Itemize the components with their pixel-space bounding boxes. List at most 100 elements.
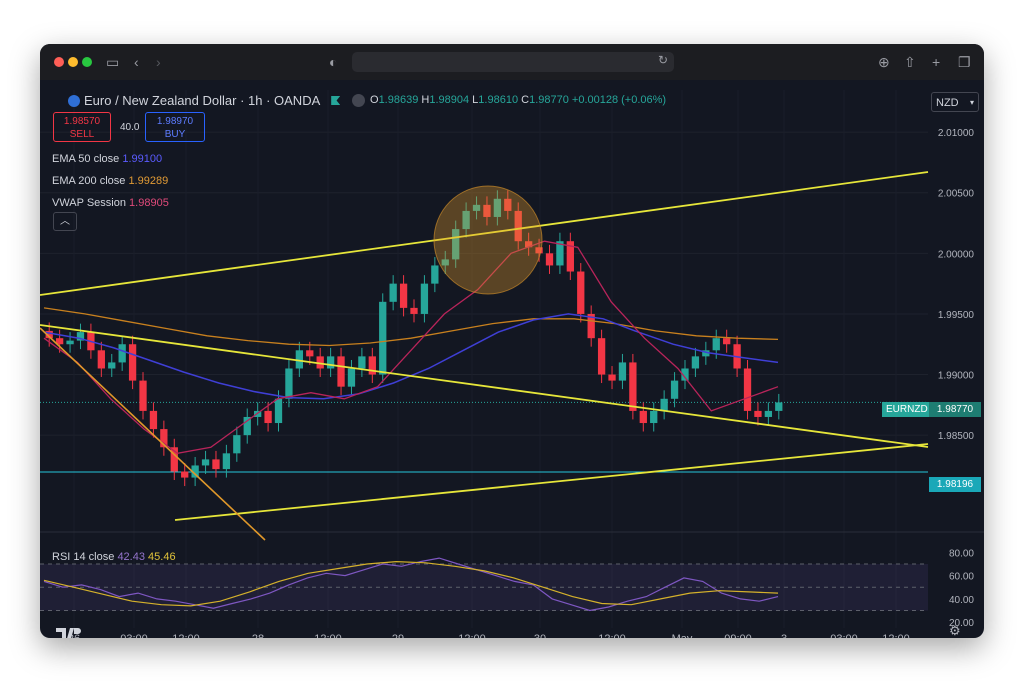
reload-icon[interactable]: ↻: [657, 53, 668, 67]
time-tick-label: 12:00: [314, 633, 342, 638]
candle-body: [399, 283, 408, 308]
chart-canvas[interactable]: 2.01000 2.00500 2.00000 1.99500 1.99000 1.985…: [40, 80, 984, 638]
share-icon[interactable]: ⇧: [904, 54, 916, 70]
minimize-dot[interactable]: [68, 57, 78, 67]
price-tick-label: 1.98500: [938, 431, 975, 442]
candle-body: [566, 241, 574, 272]
buy-button[interactable]: 1.98970 BUY: [145, 112, 205, 142]
rsi-tick-label: 80.00: [949, 548, 974, 559]
price-tick-label: 2.00500: [938, 189, 975, 200]
candle-body: [337, 356, 345, 387]
candle-body: [597, 338, 606, 375]
symbol-title[interactable]: Euro / New Zealand Dollar · 1h · OANDA: [68, 93, 365, 108]
vwap-legend[interactable]: VWAP Session 1.98905: [52, 197, 169, 209]
candle-body: [285, 368, 293, 399]
candle-body: [76, 332, 85, 341]
candle-body: [139, 380, 147, 411]
candle-body: [326, 356, 335, 369]
buy-price: 1.98970: [156, 116, 194, 127]
candle-body: [45, 330, 53, 339]
candle-body: [577, 271, 585, 314]
ema200-line: [43, 307, 779, 347]
hide-legend-icon[interactable]: [351, 94, 365, 107]
candle-body: [629, 362, 637, 411]
privacy-shield-icon[interactable]: ◐: [329, 54, 338, 70]
steep-trendline: [40, 327, 266, 541]
ema50-legend[interactable]: EMA 50 close 1.99100: [52, 153, 163, 165]
last-price-tag: 1.98770: [929, 402, 981, 417]
buy-label: BUY: [164, 129, 186, 140]
candle-body: [691, 356, 700, 369]
tabs-overview-icon[interactable]: ❐: [958, 54, 971, 70]
candle-body: [462, 210, 470, 230]
candle-body: [775, 402, 783, 411]
ohlc-values: O1.98639 H1.98904 L1.98610 C1.98770 +0.0…: [370, 94, 667, 106]
time-tick-label: 26: [68, 633, 80, 638]
candle-body: [170, 447, 178, 472]
rsi-line: [43, 557, 779, 612]
sidebar-icon[interactable]: ▭: [106, 54, 120, 70]
sell-button[interactable]: 1.98570 SELL: [53, 112, 111, 142]
chevron-up-icon: ︿: [60, 216, 70, 227]
time-tick-label: 3: [781, 633, 787, 638]
time-tick-label: 12:00: [172, 633, 200, 638]
forward-icon[interactable]: ›: [156, 54, 161, 70]
candle-body: [274, 398, 283, 424]
market-status-icon: [331, 96, 341, 105]
candle-body: [452, 229, 460, 260]
highlight-circle: [433, 185, 543, 295]
time-tick-label: 09:00: [724, 633, 752, 638]
settings-icon[interactable]: ⚙: [949, 623, 961, 638]
candle-body: [472, 204, 481, 211]
time-tick-label: May: [672, 633, 693, 638]
rsi-tick-label: 20.00: [949, 618, 974, 629]
time-tick-label: 28: [252, 633, 264, 638]
candle-body: [181, 471, 189, 478]
candle-body: [201, 459, 210, 466]
back-icon[interactable]: ‹: [134, 54, 139, 70]
price-tick-label: 2.00000: [938, 249, 975, 260]
symbol-name: Euro / New Zealand Dollar · 1h · OANDA: [84, 93, 320, 108]
download-icon[interactable]: ⊕: [878, 54, 890, 70]
new-tab-icon[interactable]: +: [932, 54, 941, 70]
candle-body: [483, 204, 491, 217]
rsi-legend[interactable]: RSI 14 close 42.43 45.46: [52, 551, 176, 563]
candle-body: [358, 356, 366, 369]
rsi-ma-line: [43, 560, 779, 607]
candle-body: [118, 344, 126, 363]
candle-body: [545, 253, 554, 266]
price-tick-label: 1.99000: [938, 371, 975, 382]
candle-body: [295, 350, 303, 369]
candle-body: [347, 368, 356, 387]
symbol-tag: EURNZD: [882, 402, 932, 417]
chart-area[interactable]: 2.01000 2.00500 2.00000 1.99500 1.99000 1.985…: [40, 80, 984, 638]
candle-body: [702, 350, 710, 357]
time-tick-label: 03:00: [830, 633, 858, 638]
candle-body: [670, 380, 679, 399]
time-tick-label: 30: [534, 633, 546, 638]
candle-body: [389, 283, 397, 302]
candle-body: [149, 410, 158, 430]
title-bar: ▭ ‹ › ◐ ↻ ⊕ ⇧ + ❐: [40, 44, 984, 80]
candle-body: [431, 265, 439, 284]
candle-body: [587, 313, 595, 339]
candle-body: [368, 356, 376, 375]
candle-body: [191, 465, 199, 478]
candle-body: [264, 410, 272, 424]
candle-body: [712, 338, 720, 351]
ema200-legend[interactable]: EMA 200 close 1.99289: [52, 175, 169, 187]
currency-select[interactable]: NZD ▾: [931, 92, 979, 112]
vwap-line: [43, 240, 779, 454]
time-tick-label: 12:00: [458, 633, 486, 638]
candle-body: [525, 241, 533, 248]
zoom-dot[interactable]: [82, 57, 92, 67]
candle-body: [754, 410, 762, 417]
candle-body: [743, 368, 752, 411]
descending-trendline: [40, 324, 929, 448]
close-dot[interactable]: [54, 57, 64, 67]
candle-body: [128, 344, 137, 381]
time-tick-label: 03:00: [120, 633, 148, 638]
address-bar[interactable]: ↻: [352, 52, 674, 72]
collapse-legend-button[interactable]: ︿: [53, 212, 77, 231]
lower-trendline: [174, 443, 929, 521]
